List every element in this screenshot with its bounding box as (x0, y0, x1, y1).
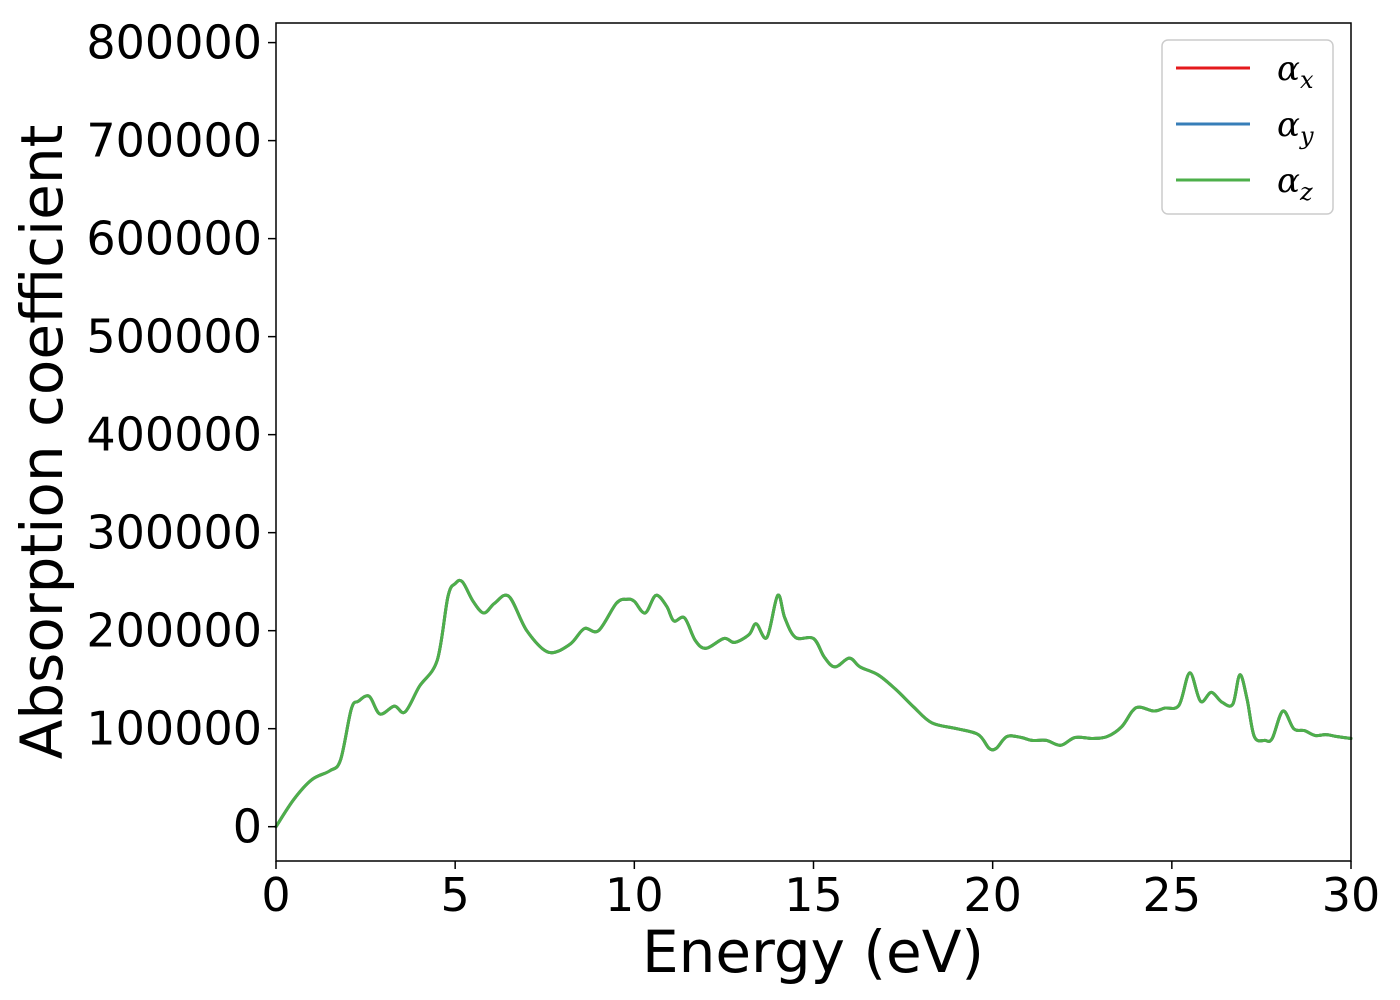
y-tick-label: 800000 (86, 16, 262, 70)
x-axis: 0 5 10 15 20 25 30 (261, 861, 1380, 922)
y-axis: 0 100000 200000 300000 400000 500000 600000 700… (86, 16, 276, 854)
x-tick-label: 30 (1322, 868, 1381, 922)
series-line-3 (274, 578, 1353, 829)
x-axis-label: Energy (eV) (642, 918, 984, 986)
y-axis-label: Absorption coefficient (8, 125, 76, 760)
y-tick-label: 200000 (86, 604, 262, 658)
x-tick-label: 20 (963, 868, 1022, 922)
y-tick-label: 400000 (86, 408, 262, 462)
legend: αx αy αz (1161, 39, 1334, 215)
y-tick-label: 500000 (86, 310, 262, 364)
series-layer (274, 578, 1353, 829)
x-tick-label: 25 (1143, 868, 1202, 922)
y-tick-label: 0 (233, 800, 262, 854)
x-tick-label: 10 (605, 868, 664, 922)
x-tick-label: 15 (784, 868, 843, 922)
y-tick-label: 100000 (86, 702, 262, 756)
y-tick-label: 700000 (86, 114, 262, 168)
legend-frame (1161, 39, 1334, 215)
legend-label: αy (1277, 105, 1314, 150)
legend-label: αz (1277, 161, 1313, 206)
y-tick-label: 300000 (86, 506, 262, 560)
y-tick-label: 600000 (86, 212, 262, 266)
x-tick-label: 0 (261, 868, 290, 922)
legend-items: αx αy αz (1176, 49, 1314, 206)
legend-label: αx (1277, 49, 1314, 94)
x-tick-label: 5 (441, 868, 470, 922)
